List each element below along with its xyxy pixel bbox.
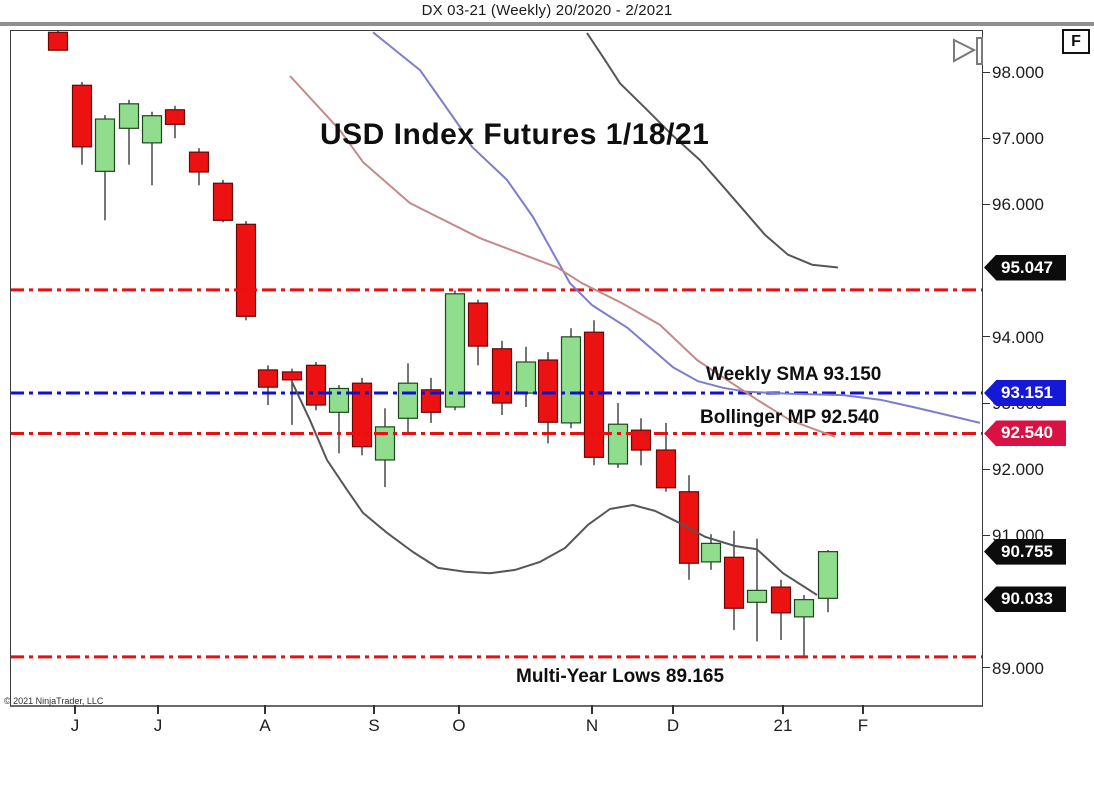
- x-axis-tick-mark: [782, 705, 784, 714]
- x-axis-tick-label: D: [666, 716, 680, 735]
- x-axis-tick-mark: [264, 705, 266, 714]
- x-axis-tick-mark: [672, 705, 674, 714]
- y-axis-tick-label: 89.000: [992, 658, 1044, 678]
- x-axis-tick-mark: [591, 705, 593, 714]
- candle-body-down: [583, 331, 605, 458]
- candle-body-down: [305, 364, 327, 406]
- candle-body-up: [560, 336, 582, 424]
- y-axis-tick-mark: [983, 468, 990, 470]
- candle-body-down: [467, 302, 489, 347]
- candle-body-down: [47, 31, 69, 51]
- candle-body-up: [700, 542, 722, 563]
- x-axis-tick-mark: [862, 705, 864, 714]
- candle-body-down: [257, 369, 279, 388]
- y-axis-tick-mark: [983, 336, 990, 338]
- title-separator: [0, 22, 1094, 26]
- x-axis-tick-label: O: [452, 716, 466, 735]
- candle-body-up: [746, 589, 768, 603]
- y-axis-tick-label: 94.000: [992, 327, 1044, 347]
- candle-body-down: [351, 382, 373, 448]
- candle-body-up: [444, 293, 466, 408]
- x-axis-tick-label: S: [368, 716, 380, 735]
- interval-button[interactable]: F: [1062, 29, 1090, 54]
- candle-body-up: [607, 423, 629, 465]
- candle-body-up: [817, 551, 839, 599]
- candle-body-down: [71, 84, 93, 148]
- copyright-text: © 2021 NinjaTrader, LLC: [4, 696, 104, 706]
- long-sma-line: [372, 31, 981, 424]
- x-axis-tick-mark: [157, 705, 159, 714]
- y-axis-tick-label: 97.000: [992, 129, 1044, 149]
- candle-body-down: [630, 429, 652, 451]
- candle-body-down: [420, 389, 442, 413]
- candle-body-up: [397, 382, 419, 419]
- candle-body-up: [141, 115, 163, 144]
- candle-body-up: [328, 387, 350, 413]
- candle-body-up: [374, 426, 396, 461]
- x-axis-tick-label: J: [70, 716, 80, 735]
- candle-body-down: [164, 109, 186, 125]
- candle-body-up: [515, 361, 537, 394]
- window-title: DX 03-21 (Weekly) 20/2020 - 2/2021: [421, 2, 673, 19]
- bollinger-mid-line: [289, 75, 836, 438]
- bollinger-mp-annotation: Bollinger MP 92.540: [700, 407, 880, 428]
- price-tag: 93.151: [984, 380, 1066, 407]
- y-axis-tick-mark: [983, 203, 990, 205]
- fast-sma-line-lower: [291, 381, 818, 596]
- y-axis-tick-mark: [983, 534, 990, 536]
- price-tag: 92.540: [984, 420, 1066, 447]
- y-axis-tick-mark: [983, 137, 990, 139]
- candle-body-down: [281, 371, 303, 381]
- weekly-sma-annotation: Weekly SMA 93.150: [706, 364, 882, 385]
- x-axis-tick-label: J: [153, 716, 163, 735]
- candle-body-down: [770, 586, 792, 614]
- x-axis-tick-label: A: [259, 716, 271, 735]
- y-axis-tick-mark: [983, 667, 990, 669]
- chart-title-annotation: USD Index Futures 1/18/21: [320, 118, 710, 151]
- candle-body-down: [188, 151, 210, 173]
- candle-body-up: [94, 118, 116, 172]
- candle-body-down: [655, 449, 677, 489]
- price-tag: 90.033: [984, 586, 1066, 613]
- y-axis-tick-mark: [983, 402, 990, 404]
- y-axis-tick-label: 96.000: [992, 195, 1044, 215]
- y-axis-tick-mark: [983, 71, 990, 73]
- candle-body-up: [793, 599, 815, 618]
- jump-to-end-icon[interactable]: [948, 34, 988, 68]
- chart-plot-area[interactable]: [10, 30, 983, 707]
- x-axis-tick-label: N: [585, 716, 599, 735]
- y-axis-tick-label: 92.000: [992, 460, 1044, 480]
- price-tag: 95.047: [984, 254, 1066, 281]
- y-axis-tick-label: 98.000: [992, 63, 1044, 83]
- x-axis-tick-mark: [74, 705, 76, 714]
- x-axis-tick-label: 21: [773, 716, 793, 735]
- candle-body-down: [537, 359, 559, 423]
- multi-year-lows-annotation: Multi-Year Lows 89.165: [516, 666, 725, 687]
- x-axis-tick-mark: [458, 705, 460, 714]
- x-axis-tick-label: F: [857, 716, 869, 735]
- price-tag: 90.755: [984, 538, 1066, 565]
- candle-body-up: [118, 103, 140, 129]
- candle-body-down: [212, 182, 234, 221]
- candle-body-down: [491, 348, 513, 404]
- candle-body-down: [235, 223, 257, 317]
- fast-sma-line-upper: [586, 32, 839, 269]
- candle-body-down: [723, 556, 745, 609]
- x-axis-tick-mark: [373, 705, 375, 714]
